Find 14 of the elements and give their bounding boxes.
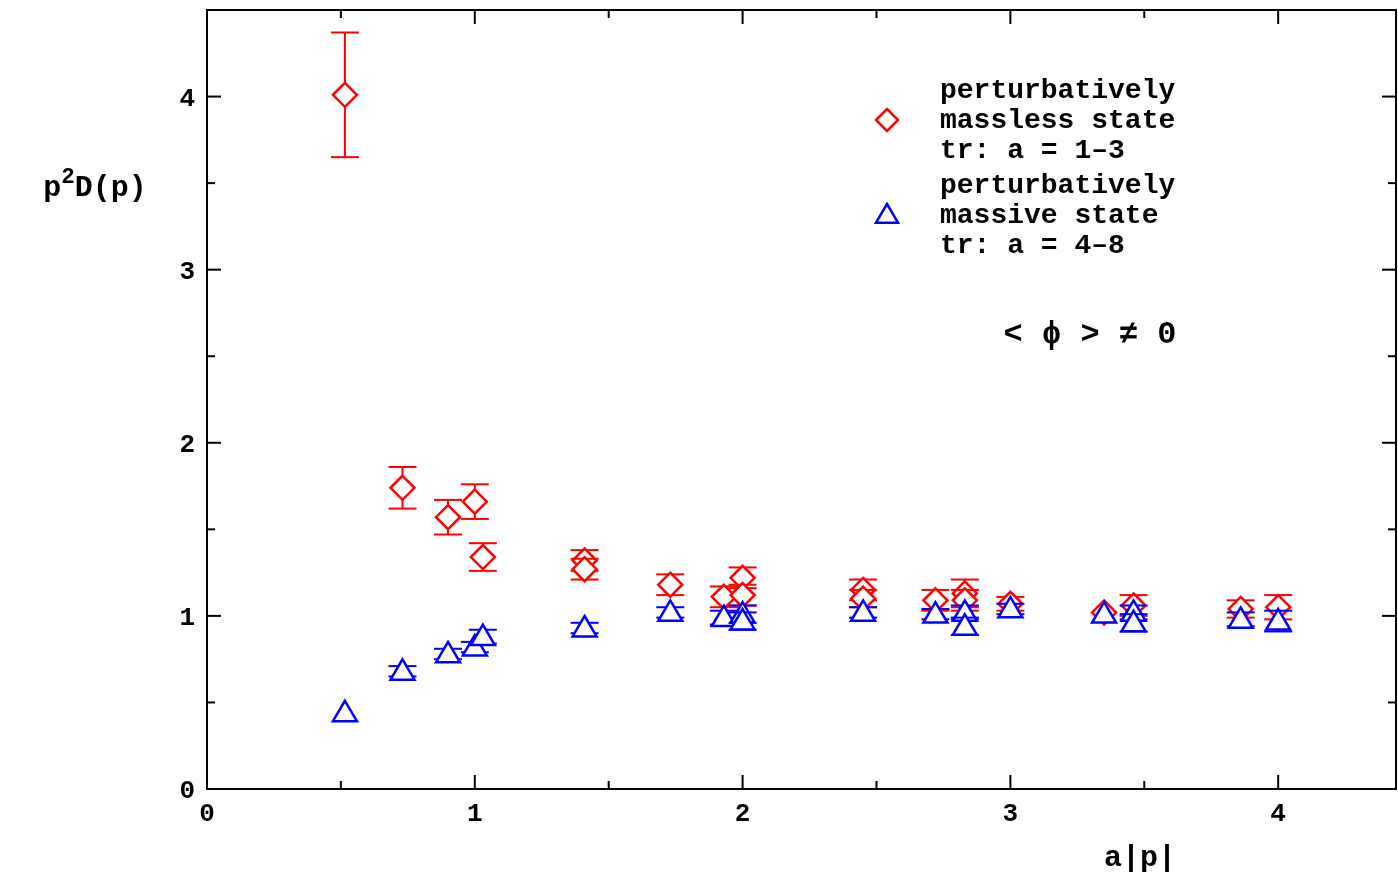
x-axis-title: a|p| [1103,841,1177,874]
x-tick-label: 2 [734,799,751,829]
y-tick-label: 2 [179,429,195,460]
y-tick-label: 4 [179,83,195,114]
y-axis-title: p$^{2}$D(p) [43,164,147,205]
x-tick-label: 1 [466,799,483,829]
legend-label: perturbatively massive state tr: a = 4–8 [940,170,1176,261]
y-tick-label: 3 [179,256,195,287]
annotation: < ϕ > ≠ 0 [1003,316,1177,353]
x-tick-label: 3 [1002,799,1019,829]
y-tick-label: 1 [179,602,195,633]
y-tick-label: 0 [179,776,195,806]
x-tick-label: 4 [1270,799,1286,829]
x-tick-label: 0 [199,799,215,829]
